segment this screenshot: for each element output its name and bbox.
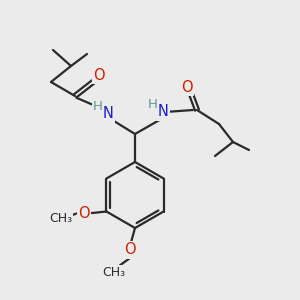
- Text: H: H: [148, 98, 158, 110]
- Text: O: O: [79, 206, 90, 221]
- Text: H: H: [93, 100, 103, 112]
- Text: O: O: [93, 68, 105, 82]
- Text: N: N: [103, 106, 113, 122]
- Text: O: O: [124, 242, 136, 257]
- Text: CH₃: CH₃: [102, 266, 126, 278]
- Text: CH₃: CH₃: [49, 212, 72, 225]
- Text: O: O: [181, 80, 193, 94]
- Text: N: N: [158, 104, 168, 119]
